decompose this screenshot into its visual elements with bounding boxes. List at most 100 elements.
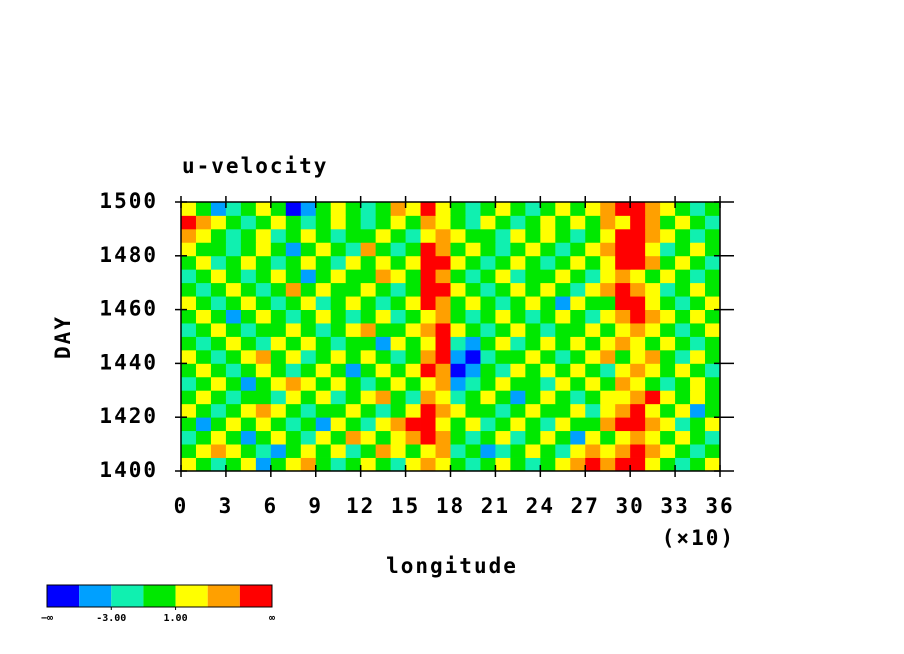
cell (270, 376, 287, 391)
cell (330, 282, 347, 297)
cell (600, 202, 616, 216)
cell (181, 376, 197, 391)
cell (210, 444, 227, 458)
cell (315, 309, 332, 324)
cell (181, 202, 197, 216)
cell (285, 363, 302, 378)
cell (450, 390, 466, 405)
cell (285, 336, 302, 351)
cell (675, 228, 691, 243)
cell (525, 215, 541, 230)
cell (525, 282, 541, 297)
cell (570, 269, 586, 284)
cell (630, 417, 646, 432)
cell (420, 309, 436, 324)
cell (225, 444, 242, 458)
cell (345, 202, 362, 216)
cell (420, 215, 436, 230)
cell (585, 376, 601, 391)
cell (705, 242, 721, 257)
cell (345, 269, 362, 284)
cell (510, 363, 526, 378)
cell (330, 417, 347, 432)
x-tick-label: 24 (526, 494, 555, 518)
cell (525, 228, 541, 243)
cell (450, 444, 466, 458)
cell (480, 296, 496, 310)
colorbar-box (239, 585, 272, 607)
y-tick-label: 1480 (99, 243, 158, 267)
cell (285, 202, 302, 216)
cell (375, 309, 392, 324)
cell (300, 430, 317, 445)
y-tick-label: 1420 (99, 404, 158, 428)
cell (390, 323, 406, 337)
cell (375, 282, 392, 297)
cell (420, 376, 436, 391)
cell (345, 323, 362, 337)
cell (525, 430, 541, 445)
cell (495, 296, 511, 310)
cell (495, 403, 511, 418)
cell (181, 242, 197, 257)
cell (181, 336, 197, 351)
cell (510, 417, 526, 432)
cell (675, 296, 691, 310)
cell (285, 403, 302, 418)
cell (540, 202, 556, 216)
cell (690, 430, 706, 445)
cell (585, 444, 601, 458)
cell (420, 323, 436, 337)
cell (405, 323, 421, 337)
cell (225, 202, 242, 216)
cell (181, 215, 197, 230)
cell (585, 403, 601, 418)
cell (495, 376, 511, 391)
cell (675, 444, 691, 458)
cell (585, 269, 601, 284)
cell (540, 242, 556, 257)
cell (480, 282, 496, 297)
cell (525, 202, 541, 216)
cell (630, 363, 646, 378)
cell (600, 296, 616, 310)
cell (285, 390, 302, 405)
cell (255, 323, 272, 337)
cell (450, 363, 466, 378)
cell (330, 215, 347, 230)
cell (495, 417, 511, 432)
cell (570, 309, 586, 324)
cell (510, 228, 526, 243)
cell (570, 417, 586, 432)
cell (345, 457, 362, 472)
cell (525, 242, 541, 257)
cell (345, 390, 362, 405)
cell (450, 309, 466, 324)
cell (615, 336, 631, 351)
cell (630, 349, 646, 364)
cell (300, 336, 317, 351)
cell (255, 282, 272, 297)
cell (525, 363, 541, 378)
cell (270, 363, 287, 378)
cell (210, 336, 227, 351)
cell (225, 390, 242, 405)
cell (435, 296, 451, 310)
cell (495, 309, 511, 324)
cell (660, 202, 676, 216)
cell (630, 390, 646, 405)
cell (405, 403, 421, 418)
cell (705, 376, 721, 391)
cell (435, 444, 451, 458)
cell (600, 430, 616, 445)
cell (555, 228, 571, 243)
cell (315, 376, 332, 391)
cell (420, 430, 436, 445)
cell (465, 390, 481, 405)
cell (330, 336, 347, 351)
x-tick-label: 18 (436, 494, 465, 518)
cell (690, 282, 706, 297)
cell (645, 296, 661, 310)
cell (181, 403, 197, 418)
cell (195, 269, 212, 284)
